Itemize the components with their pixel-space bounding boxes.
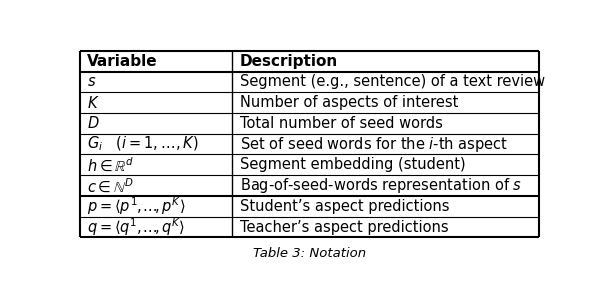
Text: Variable: Variable xyxy=(87,54,158,69)
Text: Total number of seed words: Total number of seed words xyxy=(240,116,443,131)
Text: Segment embedding (student): Segment embedding (student) xyxy=(240,157,466,172)
Text: $s$: $s$ xyxy=(87,74,97,89)
Text: Teacher’s aspect predictions: Teacher’s aspect predictions xyxy=(240,220,449,234)
Text: $q = \langle q^1,\!\ldots\!,q^K \rangle$: $q = \langle q^1,\!\ldots\!,q^K \rangle$ xyxy=(87,216,185,238)
Text: Segment (e.g., sentence) of a text review: Segment (e.g., sentence) of a text revie… xyxy=(240,74,545,89)
Text: Student’s aspect predictions: Student’s aspect predictions xyxy=(240,199,449,214)
Text: $G_i \quad (i=1,\ldots,K)$: $G_i \quad (i=1,\ldots,K)$ xyxy=(87,135,199,153)
Text: $D$: $D$ xyxy=(87,115,100,131)
Text: Number of aspects of interest: Number of aspects of interest xyxy=(240,95,458,110)
Text: $h \in \mathbb{R}^d$: $h \in \mathbb{R}^d$ xyxy=(87,156,134,174)
Text: $c \in \mathbb{N}^D$: $c \in \mathbb{N}^D$ xyxy=(87,177,135,194)
Text: Table 3: Notation: Table 3: Notation xyxy=(253,247,366,260)
Text: Description: Description xyxy=(240,54,338,69)
Text: Bag-of-seed-words representation of $s$: Bag-of-seed-words representation of $s$ xyxy=(240,176,522,195)
Text: Set of seed words for the $i$-th aspect: Set of seed words for the $i$-th aspect xyxy=(240,135,508,154)
Text: $K$: $K$ xyxy=(87,95,100,111)
Text: $p = \langle p^1,\!\ldots\!,p^K \rangle$: $p = \langle p^1,\!\ldots\!,p^K \rangle$ xyxy=(87,195,185,217)
